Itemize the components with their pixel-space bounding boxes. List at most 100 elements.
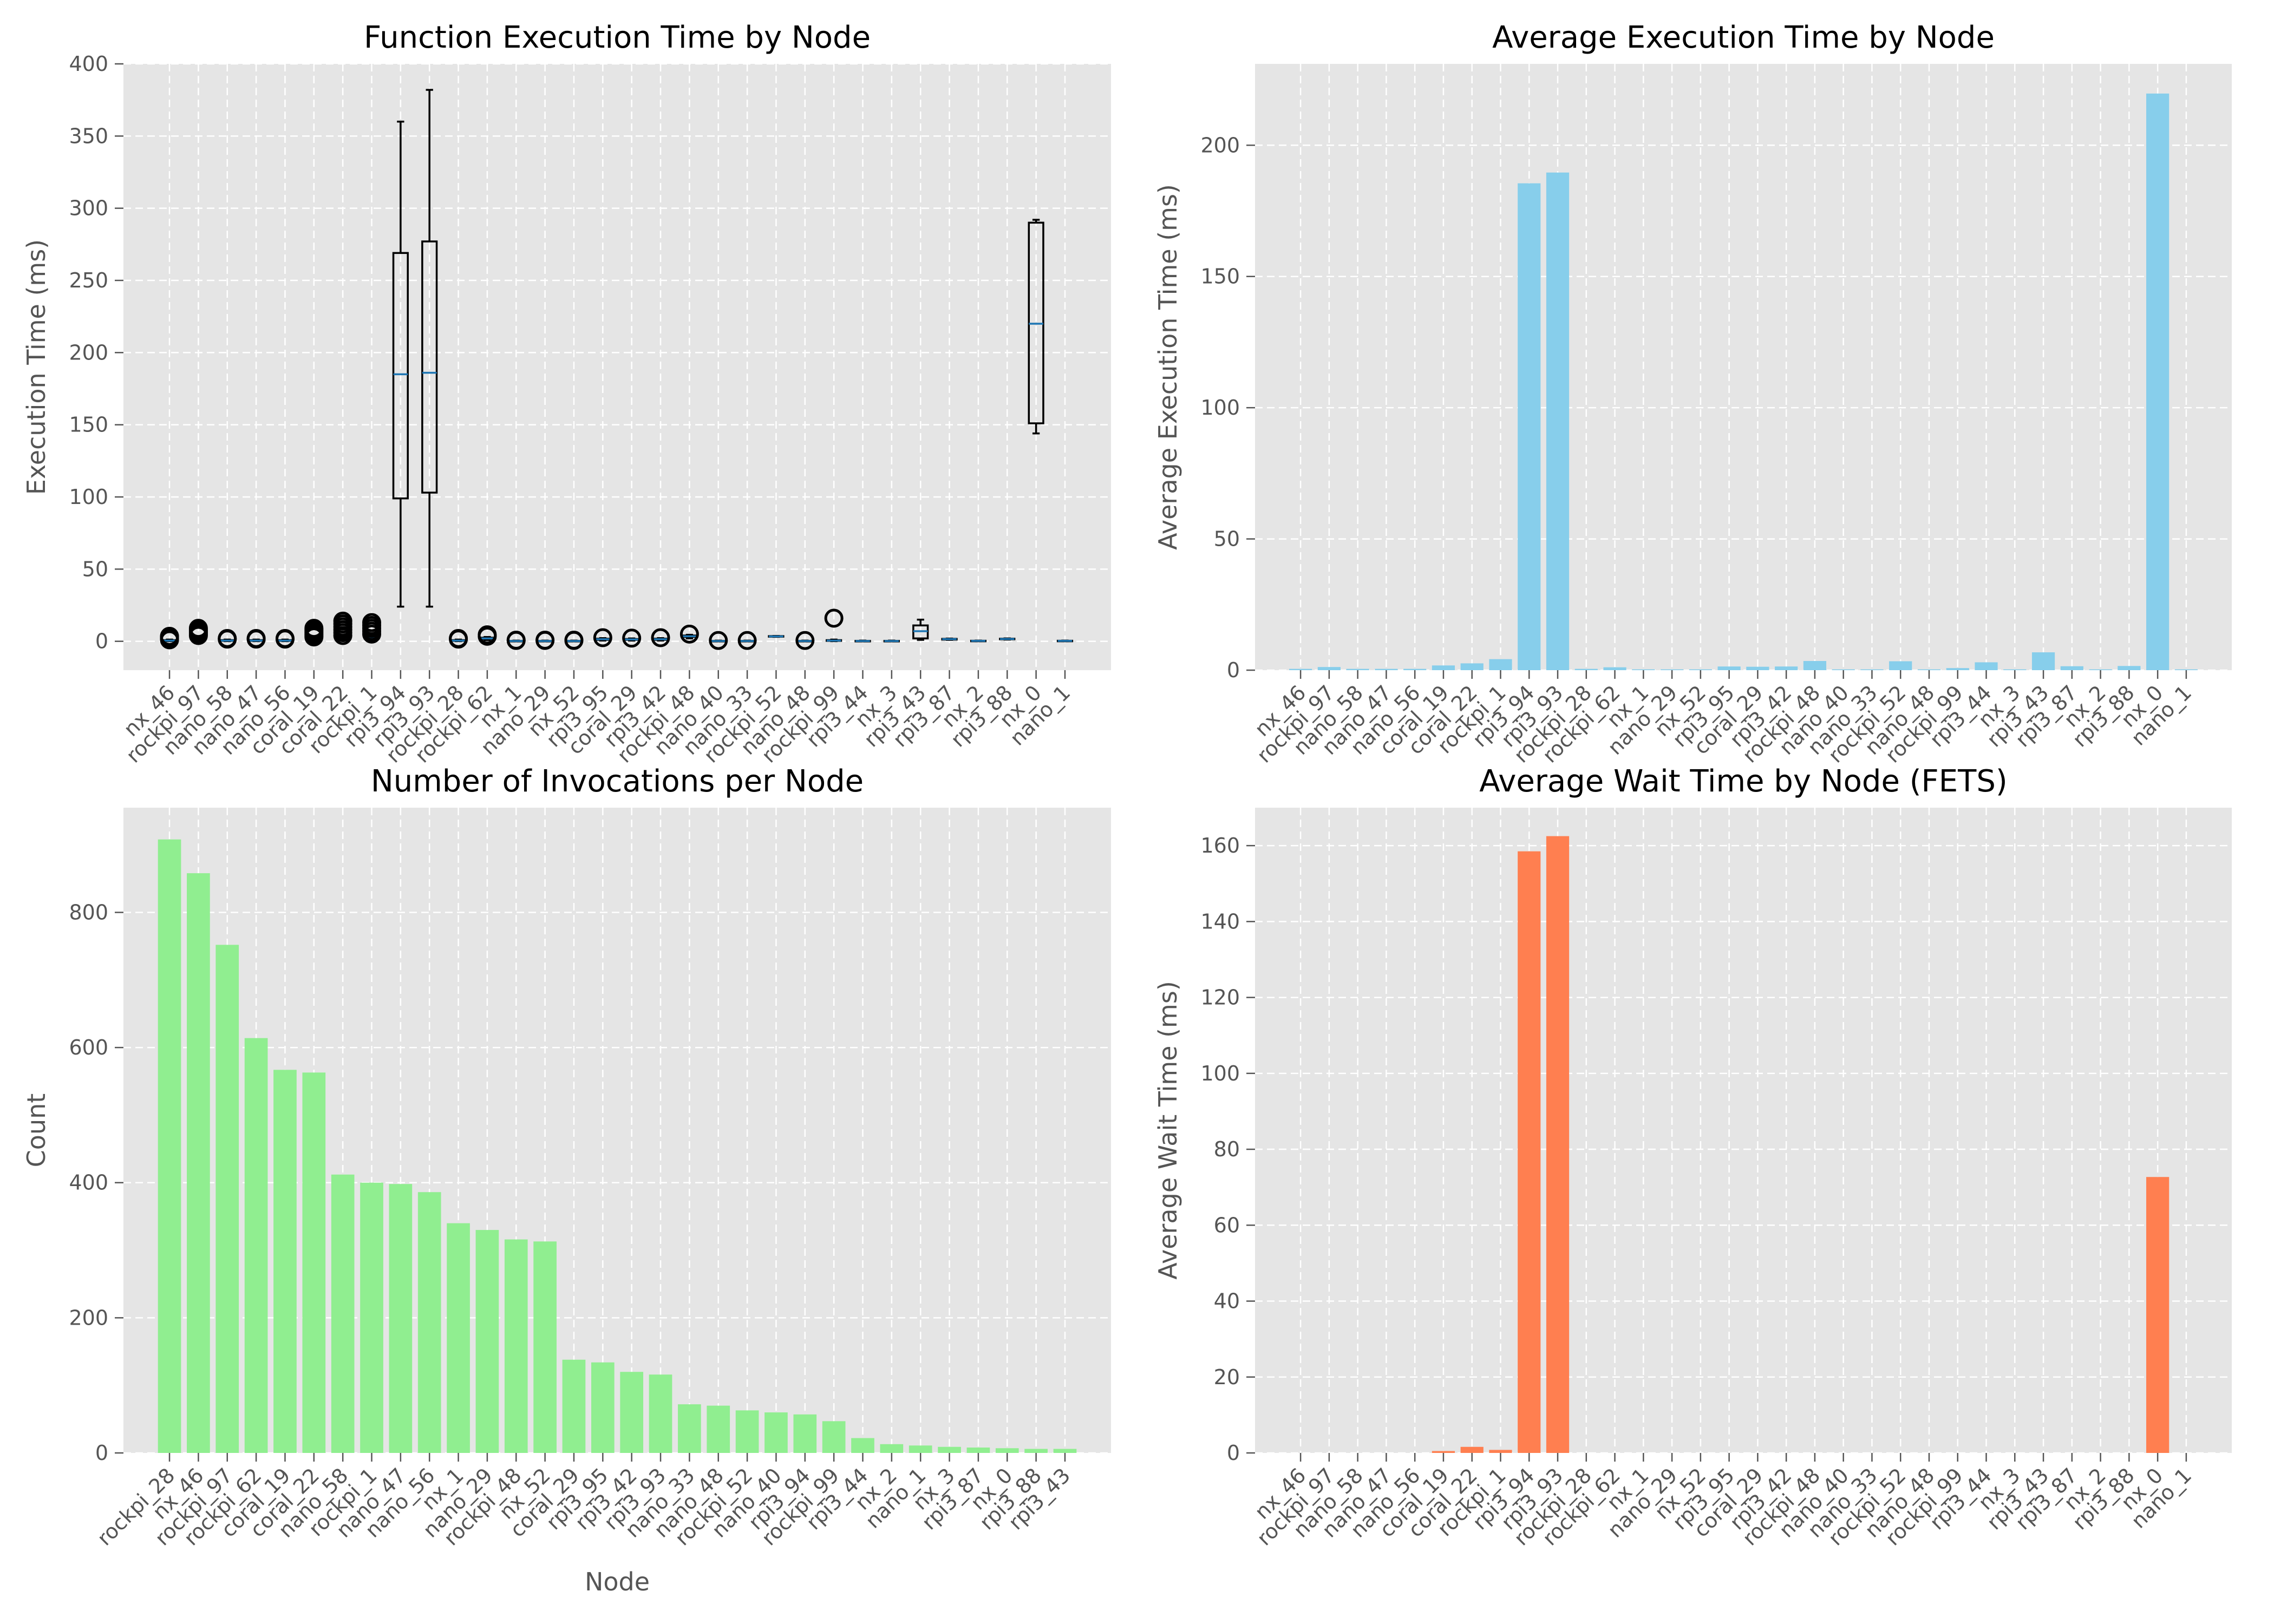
bar: [2146, 1177, 2170, 1453]
flier: [709, 631, 728, 650]
bar: [1689, 669, 1712, 670]
bar: [1432, 665, 1455, 670]
chart-title: Average Execution Time by Node: [1492, 20, 1995, 55]
flier: [246, 628, 266, 648]
box-rpi3_93: [421, 89, 438, 608]
bar: [678, 1404, 701, 1453]
flier: [651, 628, 670, 647]
ytick-label: 0: [1227, 658, 1240, 682]
bar: [2118, 666, 2141, 670]
box-coral_29: [622, 628, 642, 648]
box-nano_56: [275, 628, 295, 649]
box-nano_29: [535, 631, 555, 650]
flier: [362, 613, 382, 632]
flier: [622, 628, 642, 648]
ytick-label: 80: [1214, 1137, 1240, 1161]
bar: [620, 1372, 644, 1453]
bar: [562, 1359, 586, 1453]
flier: [593, 628, 612, 647]
flier: [478, 625, 497, 645]
bar: [447, 1223, 470, 1453]
bar: [2003, 669, 2027, 670]
bar: [1717, 666, 1741, 670]
ytick-label: 140: [1200, 909, 1240, 933]
flier: [188, 619, 208, 638]
bar: [2146, 93, 2170, 671]
flier: [333, 611, 352, 631]
ytick-label: 40: [1214, 1289, 1240, 1313]
bar: [1518, 851, 1541, 1453]
bar: [995, 1448, 1019, 1453]
ytick-label: 60: [1214, 1213, 1240, 1237]
bar: [1346, 669, 1369, 670]
bar: [1518, 183, 1541, 670]
bar: [1289, 669, 1312, 670]
bar: [1574, 669, 1598, 670]
y-axis-label: Count: [22, 1093, 51, 1168]
box-nano_58: [218, 628, 237, 649]
plot-area: [123, 64, 1111, 670]
flier: [218, 628, 237, 648]
bar: [591, 1362, 615, 1453]
ytick-label: 20: [1214, 1365, 1240, 1389]
box-rockpi_1: [362, 613, 382, 644]
bar: [764, 1412, 788, 1453]
bar: [1860, 669, 1884, 670]
bar: [504, 1239, 528, 1453]
bar: [417, 1192, 441, 1453]
bar: [1975, 662, 1998, 670]
bar: [1889, 661, 1912, 670]
box-rpi3_44: [854, 639, 871, 643]
box-nx_46: [160, 626, 179, 650]
bar: [2060, 666, 2083, 670]
y-axis-label: Average Wait Time (ms): [1153, 981, 1182, 1280]
box-rpi3_88: [999, 637, 1016, 641]
bar: [1403, 669, 1427, 670]
bar: [533, 1241, 557, 1453]
ytick-label: 300: [69, 197, 108, 220]
bar: [158, 839, 181, 1453]
y-axis-label: Average Execution Time (ms): [1153, 184, 1182, 550]
ytick-label: 200: [69, 1306, 108, 1330]
box-nx_0: [1028, 219, 1044, 435]
bar: [187, 873, 210, 1453]
box-rockpi_48: [679, 624, 699, 644]
box-rpi3_42: [651, 628, 670, 647]
box-rpi3_95: [593, 628, 612, 647]
bar: [360, 1182, 383, 1453]
box-rpi3_87: [941, 637, 958, 641]
ytick-label: 150: [69, 413, 108, 437]
box-nano_48: [795, 631, 815, 650]
bar: [475, 1230, 499, 1453]
flier: [449, 628, 468, 648]
bar: [707, 1405, 730, 1453]
bar: [1746, 666, 1769, 670]
box-nano_1: [1056, 639, 1074, 643]
ytick-label: 400: [69, 52, 108, 76]
ytick-label: 120: [1200, 986, 1240, 1010]
flier: [506, 631, 526, 650]
ytick-label: 100: [69, 485, 108, 509]
bar: [1432, 1451, 1455, 1453]
bar: [1489, 1450, 1512, 1453]
box-nano_40: [709, 631, 728, 650]
bar: [244, 1038, 268, 1453]
ytick-label: 800: [69, 900, 108, 924]
box-rpi3_43: [912, 618, 929, 641]
bar: [1489, 659, 1512, 670]
bar: [1660, 669, 1684, 670]
ytick-label: 0: [95, 630, 108, 653]
bar: [2174, 669, 2198, 670]
bar: [302, 1072, 326, 1453]
bar: [1460, 663, 1484, 670]
bar: [1632, 669, 1655, 670]
box-rockpi_97: [188, 619, 208, 645]
box-coral_22: [333, 611, 352, 645]
ytick-label: 200: [1200, 133, 1240, 157]
ytick-label: 600: [69, 1036, 108, 1059]
ytick-label: 100: [1200, 1062, 1240, 1085]
box-nx_2: [970, 639, 986, 643]
bar: [1917, 669, 1941, 670]
box-nx_3: [883, 639, 900, 643]
bar: [1024, 1449, 1048, 1453]
